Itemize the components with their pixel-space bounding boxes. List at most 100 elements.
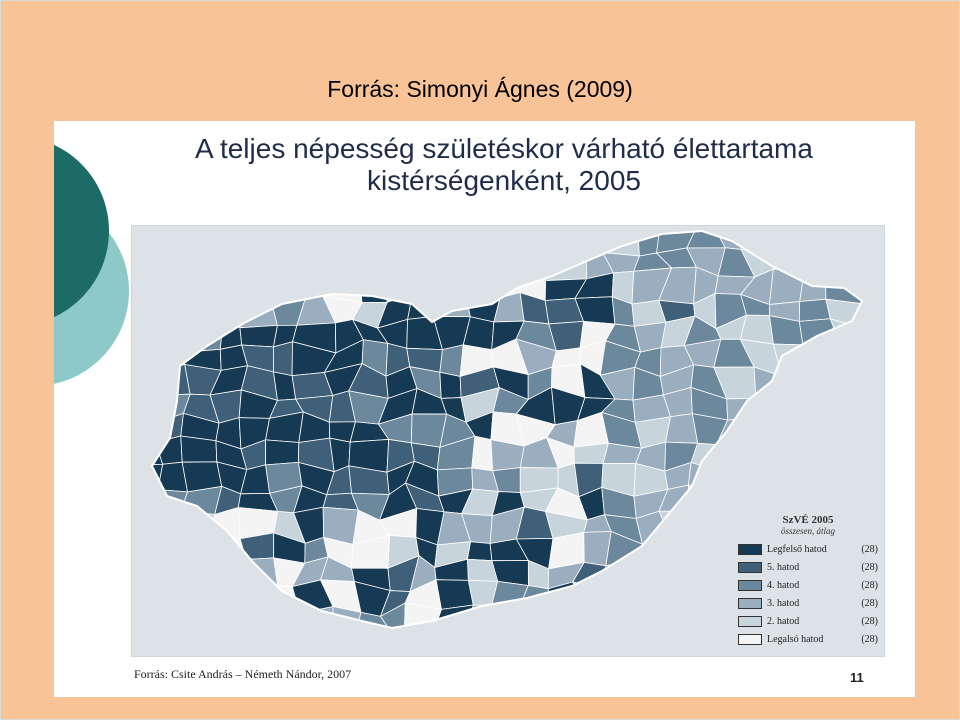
district-region bbox=[655, 559, 689, 585]
legend-swatch bbox=[738, 633, 762, 645]
district-region bbox=[659, 631, 693, 656]
district-region bbox=[185, 243, 210, 282]
district-region bbox=[301, 253, 331, 276]
decor-circle-dark bbox=[54, 144, 109, 318]
district-region bbox=[193, 531, 213, 568]
district-region bbox=[161, 583, 195, 614]
legend-count: (28) bbox=[861, 615, 878, 627]
district-region bbox=[855, 459, 862, 496]
district-region bbox=[489, 632, 524, 656]
legend-label: 3. hatod bbox=[767, 597, 800, 609]
district-region bbox=[464, 270, 501, 299]
legend-heading: SzVÉ 2005 bbox=[782, 514, 834, 526]
district-region bbox=[572, 581, 608, 618]
district-region bbox=[152, 536, 168, 563]
legend-subheading: összesen, átlag bbox=[781, 526, 835, 536]
district-region bbox=[163, 296, 194, 317]
district-region bbox=[641, 631, 671, 656]
district-region bbox=[767, 231, 802, 252]
district-region bbox=[548, 231, 587, 251]
district-region bbox=[152, 612, 166, 628]
district-region bbox=[752, 436, 783, 472]
legend-label: 4. hatod bbox=[767, 579, 800, 591]
district-region bbox=[390, 632, 406, 656]
slide-title: A teljes népesség születéskor várható él… bbox=[94, 133, 914, 197]
district-region bbox=[442, 270, 466, 302]
district-region bbox=[823, 391, 862, 419]
district-region bbox=[266, 630, 296, 656]
district-region bbox=[322, 231, 362, 255]
district-region bbox=[685, 559, 722, 584]
hungary-map-svg bbox=[150, 229, 864, 656]
district-region bbox=[294, 605, 334, 628]
district-region bbox=[180, 510, 216, 535]
district-region bbox=[191, 605, 224, 628]
district-region bbox=[152, 489, 159, 522]
district-region bbox=[740, 231, 783, 252]
district-region bbox=[237, 231, 269, 256]
district-region bbox=[745, 418, 783, 444]
district-region bbox=[686, 626, 728, 628]
district-region bbox=[464, 245, 495, 278]
district-region bbox=[551, 604, 582, 628]
district-region bbox=[796, 231, 832, 258]
district-region bbox=[152, 583, 163, 618]
map-legend: SzVÉ 2005 összesen, átlag Legfelső hatod… bbox=[738, 514, 878, 648]
slide-title-line1: A teljes népesség születéskor várható él… bbox=[195, 133, 813, 164]
district-region bbox=[518, 632, 559, 656]
district-region bbox=[828, 459, 862, 495]
district-region bbox=[182, 315, 224, 353]
district-region bbox=[384, 246, 419, 281]
legend-label: Legalsó hatod bbox=[767, 633, 824, 645]
district-region bbox=[184, 559, 218, 593]
district-region bbox=[208, 231, 244, 256]
slide-title-line2: kistérségenként, 2005 bbox=[367, 165, 641, 196]
district-region bbox=[578, 632, 614, 656]
district-region bbox=[404, 251, 446, 276]
district-region bbox=[292, 630, 333, 656]
district-region bbox=[577, 604, 615, 628]
district-region bbox=[636, 605, 665, 628]
district-region bbox=[550, 632, 579, 656]
district-region bbox=[152, 369, 159, 396]
district-region bbox=[152, 298, 166, 330]
legend-label: Legfelső hatod bbox=[767, 543, 827, 555]
district-region bbox=[152, 274, 194, 301]
legend-row: Legalsó hatod (28) bbox=[738, 630, 878, 648]
district-region bbox=[491, 231, 525, 247]
slide-page-number: 11 bbox=[850, 670, 864, 685]
legend-swatch bbox=[738, 597, 762, 609]
district-region bbox=[159, 533, 197, 561]
district-region bbox=[772, 243, 805, 272]
district-region bbox=[264, 253, 303, 280]
district-region bbox=[212, 558, 247, 593]
district-region bbox=[241, 253, 266, 280]
slide-decoration bbox=[54, 144, 129, 384]
district-region bbox=[239, 324, 278, 348]
district-region bbox=[471, 435, 494, 472]
district-region bbox=[152, 423, 157, 444]
district-region bbox=[721, 470, 756, 491]
district-region bbox=[265, 603, 301, 628]
district-region bbox=[493, 292, 525, 323]
district-region bbox=[795, 483, 835, 518]
district-region bbox=[184, 631, 223, 656]
district-region bbox=[384, 271, 413, 303]
district-region bbox=[800, 440, 834, 474]
district-region bbox=[441, 251, 469, 276]
district-region bbox=[161, 558, 197, 590]
slide-source: Forrás: Csite András – Németh Nándor, 20… bbox=[134, 667, 352, 681]
district-region bbox=[828, 440, 862, 469]
district-region bbox=[152, 250, 164, 276]
legend-count: (28) bbox=[861, 597, 878, 609]
district-region bbox=[686, 608, 725, 628]
district-region bbox=[721, 487, 756, 512]
district-region bbox=[492, 245, 525, 278]
district-region bbox=[152, 364, 191, 396]
district-region bbox=[769, 468, 802, 491]
district-region bbox=[432, 291, 471, 318]
district-region bbox=[752, 468, 775, 492]
district-region bbox=[860, 267, 862, 305]
district-region bbox=[211, 629, 249, 656]
district-region bbox=[515, 611, 560, 628]
